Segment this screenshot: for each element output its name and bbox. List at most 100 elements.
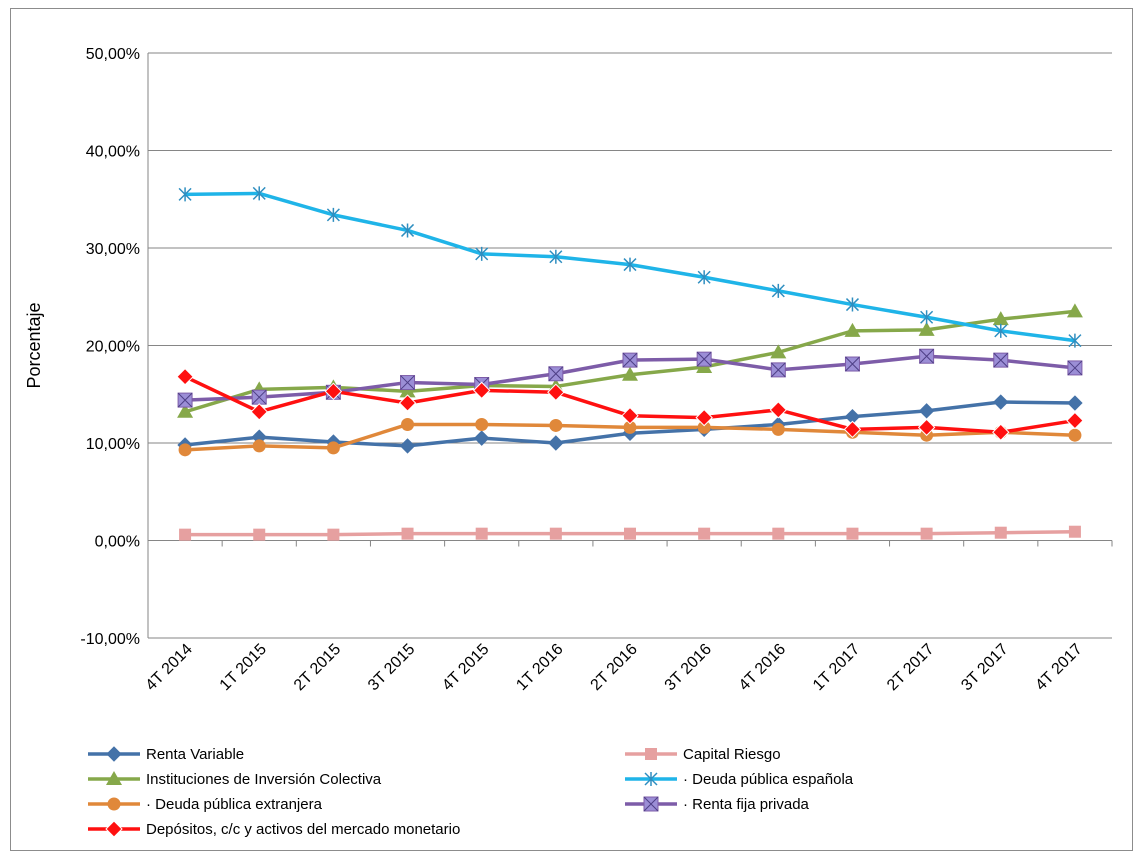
- data-point: [623, 420, 637, 434]
- data-point: [326, 207, 340, 222]
- data-point: [992, 311, 1009, 326]
- data-point: [1068, 333, 1082, 348]
- y-tick-label: 0,00%: [95, 534, 140, 551]
- data-point: [920, 527, 933, 540]
- x-tick-label: 2T 2015: [291, 641, 344, 694]
- data-point: [994, 526, 1007, 539]
- data-point: [252, 439, 266, 453]
- data-point: [177, 403, 194, 418]
- data-point: [993, 394, 1009, 410]
- data-point: [1068, 428, 1082, 442]
- data-point: [473, 430, 490, 446]
- y-tick-label: 10,00%: [86, 436, 140, 453]
- x-tick-label: 3T 2015: [365, 641, 418, 694]
- data-point: [769, 401, 788, 419]
- data-point: [696, 351, 712, 367]
- x-tick-label: 2T 2017: [884, 641, 937, 694]
- data-point: [920, 310, 934, 325]
- data-point: [253, 528, 266, 541]
- data-point: [548, 435, 564, 451]
- legend-label: Instituciones de Inversión Colectiva: [146, 771, 382, 788]
- data-point: [327, 528, 340, 541]
- data-point: [845, 297, 859, 312]
- data-point: [176, 367, 194, 386]
- data-point: [622, 366, 638, 381]
- data-point: [398, 394, 417, 412]
- data-point: [772, 527, 785, 540]
- x-tick-label: 1T 2017: [810, 641, 863, 694]
- data-point: [1066, 303, 1083, 318]
- data-point: [1068, 525, 1081, 538]
- data-point: [549, 249, 563, 264]
- data-point: [326, 441, 340, 455]
- data-point: [698, 527, 711, 540]
- data-point: [919, 348, 934, 364]
- data-point: [400, 375, 415, 390]
- data-point: [401, 527, 414, 540]
- legend-label: Capital Riesgo: [683, 746, 781, 763]
- data-point: [548, 366, 564, 382]
- y-tick-label: 30,00%: [86, 241, 140, 258]
- y-tick-label: 20,00%: [86, 339, 140, 356]
- data-point: [918, 321, 935, 336]
- data-point: [549, 527, 562, 540]
- data-point: [993, 352, 1009, 368]
- y-tick-label: -10,00%: [80, 631, 140, 648]
- data-point: [770, 344, 787, 359]
- data-point: [178, 187, 192, 202]
- x-tick-label: 4T 2016: [736, 641, 789, 694]
- data-point: [771, 422, 785, 436]
- legend-marker: [645, 748, 657, 760]
- data-point: [549, 418, 563, 432]
- data-point: [178, 443, 192, 457]
- legend-marker: [105, 820, 123, 838]
- legend-label: · Renta fija privada: [683, 796, 810, 813]
- x-tick-label: 3T 2017: [958, 641, 1011, 694]
- x-tick-label: 4T 2017: [1032, 641, 1085, 694]
- data-point: [250, 403, 268, 421]
- data-point: [918, 403, 935, 419]
- data-point: [177, 392, 193, 408]
- data-point: [623, 257, 637, 272]
- x-tick-label: 2T 2016: [587, 641, 640, 694]
- y-axis-title: Porcentaje: [24, 302, 44, 388]
- data-point: [843, 420, 862, 439]
- x-tick-label: 4T 2014: [143, 641, 196, 694]
- data-point: [475, 417, 489, 431]
- data-point: [475, 527, 488, 540]
- y-tick-label: 50,00%: [86, 46, 140, 63]
- data-point: [695, 408, 713, 427]
- legend-label: Depósitos, c/c y activos del mercado mon…: [146, 821, 460, 838]
- x-tick-label: 3T 2016: [662, 641, 715, 694]
- data-point: [547, 383, 565, 402]
- data-point: [252, 186, 266, 201]
- y-tick-label: 40,00%: [86, 144, 140, 161]
- data-point: [401, 417, 415, 431]
- data-point: [845, 356, 860, 372]
- x-tick-label: 1T 2015: [217, 641, 270, 694]
- legend-marker: [106, 746, 122, 762]
- data-point: [1067, 360, 1083, 376]
- legend-label: Renta Variable: [146, 746, 244, 763]
- data-point: [251, 389, 267, 405]
- data-point: [697, 270, 711, 285]
- data-point: [399, 383, 416, 398]
- legend-marker: [644, 772, 658, 786]
- data-point: [846, 527, 859, 540]
- data-point: [1066, 411, 1084, 430]
- legend-marker: [106, 771, 122, 785]
- legend-label: · Deuda pública extranjera: [146, 796, 323, 813]
- data-point: [401, 223, 415, 238]
- legend-marker: [107, 797, 121, 811]
- data-point: [771, 283, 785, 298]
- x-tick-label: 4T 2015: [439, 641, 492, 694]
- data-point: [472, 381, 491, 400]
- data-point: [844, 322, 861, 337]
- legend-label: · Deuda pública española: [683, 771, 854, 788]
- data-point: [621, 406, 639, 425]
- data-point: [475, 246, 489, 261]
- data-point: [917, 418, 936, 437]
- data-point: [324, 382, 343, 401]
- data-point: [770, 362, 786, 378]
